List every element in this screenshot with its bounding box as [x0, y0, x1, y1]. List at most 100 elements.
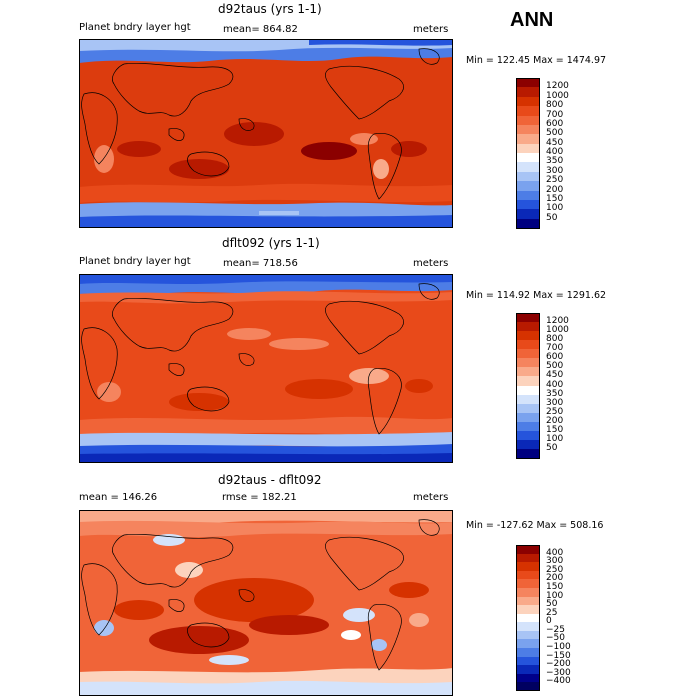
colorbar-swatch [516, 367, 540, 377]
colorbar-label: 400 [546, 379, 564, 390]
panel-1-colorbar: 1200 1000 800 700 600 500 450 400 350 300 250 200 15… [516, 78, 586, 229]
panel-2-mean-label: mean= 718.56 [223, 258, 298, 269]
colorbar-label: 200 [546, 573, 564, 584]
colorbar-swatch [516, 439, 540, 450]
colorbar-label: 1200 [546, 81, 569, 92]
panel-3-colorbar: 400 300 250 200 150 100 50 25 0 −25 −50 −100 −150 −20… [516, 545, 586, 692]
colorbar-swatch [516, 545, 540, 555]
colorbar-label: 350 [546, 388, 564, 399]
panel-1-minmax: Min = 122.45 Max = 1474.97 [466, 55, 607, 66]
panel-3-map [79, 510, 453, 696]
colorbar-swatch [516, 209, 540, 220]
colorbar-swatch [516, 412, 540, 423]
colorbar-swatch [516, 665, 540, 675]
colorbar-swatch [516, 190, 540, 201]
panel-1-map [79, 39, 453, 228]
colorbar-label: 350 [546, 156, 564, 167]
colorbar-swatch [516, 313, 540, 323]
colorbar-label: 250 [546, 406, 564, 417]
colorbar-swatch [516, 630, 540, 640]
colorbar-swatch [516, 553, 540, 563]
colorbar-label: 100 [546, 203, 564, 214]
colorbar-swatch [516, 340, 540, 350]
colorbar-swatch [516, 153, 540, 163]
panel-2-minmax: Min = 114.92 Max = 1291.62 [466, 290, 607, 301]
colorbar-swatch [516, 605, 540, 615]
colorbar-label: 800 [546, 100, 564, 111]
colorbar-label: −50 [546, 633, 565, 644]
colorbar-swatch [516, 331, 540, 341]
colorbar-swatch [516, 78, 540, 88]
colorbar-swatch [516, 430, 540, 441]
colorbar-label: 150 [546, 424, 564, 435]
colorbar-label: 50 [546, 599, 558, 610]
colorbar-label: 300 [546, 397, 564, 408]
colorbar-swatch [516, 106, 540, 116]
colorbar-label: 1000 [546, 325, 569, 336]
colorbar-label: −400 [546, 676, 571, 687]
colorbar-label: 400 [546, 147, 564, 157]
panel-2-units-label: meters [413, 258, 449, 269]
colorbar-label: −25 [546, 624, 565, 635]
panel-3-units-label: meters [413, 492, 449, 503]
panel-3-title: d92taus - dflt092 [218, 473, 322, 487]
colorbar-label: 100 [546, 433, 564, 444]
colorbar-swatch [516, 143, 540, 154]
colorbar-label: 800 [546, 334, 564, 345]
colorbar-label: 50 [546, 212, 558, 223]
colorbar-swatch [516, 596, 540, 606]
panel-1-mean-label: mean= 864.82 [223, 24, 298, 35]
colorbar-label: 1000 [546, 90, 569, 101]
colorbar-label: 100 [546, 590, 564, 601]
colorbar-swatch [516, 162, 540, 173]
colorbar-swatch [516, 349, 540, 359]
colorbar-label: 450 [546, 370, 564, 381]
colorbar-label: 700 [546, 343, 564, 354]
panel-1-left-label: Planet bndry layer hgt [79, 22, 191, 33]
colorbar-swatch [516, 570, 540, 580]
colorbar-swatch [516, 448, 540, 459]
panel-2-colorbar: 1200 1000 800 700 600 500 450 400 350 300 250 200 15… [516, 313, 586, 459]
panel-1-title: d92taus (yrs 1-1) [218, 2, 322, 16]
panel-1-units-label: meters [413, 24, 449, 35]
colorbar-swatch [516, 218, 540, 229]
panel-3-minmax: Min = -127.62 Max = 508.16 [466, 520, 604, 531]
colorbar-label: −150 [546, 650, 571, 661]
colorbar-swatch [516, 385, 540, 396]
colorbar-label: 200 [546, 184, 564, 195]
colorbar-label: −100 [546, 642, 571, 653]
colorbar-label: 250 [546, 564, 564, 575]
colorbar-swatch [516, 587, 540, 598]
colorbar-swatch [516, 562, 540, 572]
panel-2-left-label: Planet bndry layer hgt [79, 256, 191, 267]
colorbar-label: −300 [546, 667, 571, 678]
colorbar-swatch [516, 421, 540, 432]
colorbar-label: 200 [546, 415, 564, 426]
colorbar-swatch [516, 656, 540, 666]
colorbar-label: 150 [546, 193, 564, 204]
colorbar-label: 1200 [546, 316, 569, 327]
colorbar-swatch [516, 134, 540, 145]
colorbar-swatch [516, 579, 540, 589]
colorbar-label: 450 [546, 137, 564, 148]
colorbar-swatch [516, 171, 540, 182]
colorbar-label: 500 [546, 128, 564, 139]
colorbar-label: −200 [546, 659, 571, 670]
colorbar-swatch [516, 403, 540, 414]
colorbar-label: 500 [546, 361, 564, 372]
colorbar-swatch [516, 96, 540, 107]
colorbar-label: 300 [546, 165, 564, 176]
colorbar-label: 25 [546, 607, 558, 618]
colorbar-swatch [516, 622, 540, 632]
colorbar-swatch [516, 394, 540, 405]
colorbar-label: 600 [546, 352, 564, 363]
colorbar-swatch [516, 358, 540, 368]
colorbar-label: 700 [546, 109, 564, 120]
colorbar-label: 250 [546, 175, 564, 186]
season-label: ANN [510, 9, 554, 31]
colorbar-swatch [516, 115, 540, 126]
colorbar-swatch [516, 673, 540, 683]
colorbar-swatch [516, 199, 540, 210]
colorbar-swatch [516, 87, 540, 98]
colorbar-label: 0 [546, 616, 552, 627]
